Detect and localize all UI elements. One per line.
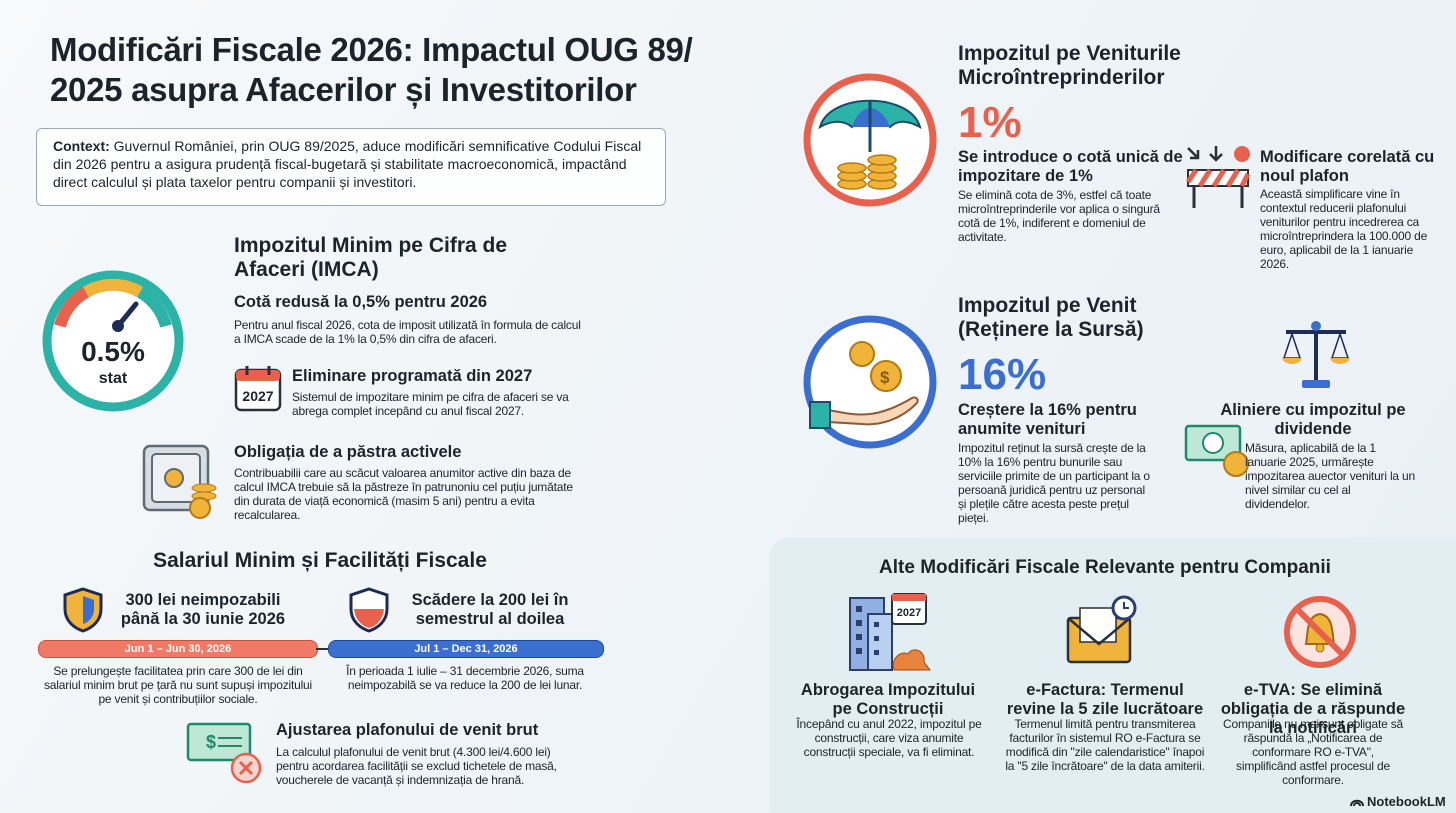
- scale-icon: [1282, 321, 1350, 388]
- section-title: Impozitul Minim pe Cifra de Afaceri (IMC…: [234, 234, 508, 281]
- item-heading: Ajustarea plafonului de venit brut: [276, 721, 539, 739]
- period-heading: Scădere la 200 lei în semestrul al doile…: [411, 591, 569, 628]
- item-heading: e-TVA: Se elimină obligația de a răspund…: [1220, 681, 1406, 737]
- envelope-icon: [1066, 595, 1137, 664]
- rate: 1%: [958, 98, 1022, 147]
- title-line: 2025 asupra Afacerilor și Investitorilor: [50, 71, 637, 108]
- other-panel: [770, 538, 1456, 813]
- context-label: Context:: [53, 138, 110, 154]
- section-title: Salariul Minim și Facilități Fiscale: [153, 549, 487, 572]
- rate: 16%: [958, 350, 1047, 399]
- item-text: Începând cu anul 2022, impozitul pe cons…: [796, 717, 982, 759]
- item-text: Impozitul reținut la sursă crește de la …: [958, 441, 1150, 525]
- item-text: Această simplificare vine în contextul r…: [1260, 187, 1428, 271]
- calendar-year: 2027: [896, 607, 922, 619]
- item-text: Se elimină cota de 3%, estfel că toate m…: [958, 188, 1160, 244]
- shield-icon: [63, 587, 103, 633]
- title-line: Modificări Fiscale 2026: Impactul OUG 89…: [50, 31, 693, 68]
- item-text: Companiile nu mai sunt obligate să răspu…: [1223, 717, 1403, 787]
- item-heading: e-Factura: Termenul revine la 5 zile luc…: [1006, 681, 1204, 718]
- item-heading: Se introduce o cotă unică de impozitare …: [958, 148, 1183, 185]
- item-heading: Eliminare programată din 2027: [292, 367, 533, 385]
- page-title: Modificări Fiscale 2026: Impactul OUG 89…: [50, 30, 693, 110]
- item-heading: Obligația de a păstra activele: [234, 443, 462, 461]
- icon-glyph: $: [880, 368, 890, 387]
- context-box: Context: Guvernul României, prin OUG 89/…: [36, 128, 666, 206]
- hand-coin-icon: $: [803, 315, 937, 449]
- period-heading: 300 lei neimpozabili până la 30 iunie 20…: [120, 591, 286, 628]
- connector: [316, 648, 328, 650]
- item-text: Pentru anul fiscal 2026, cota de imposit…: [234, 318, 581, 346]
- section-title: Impozitul pe Venit (Reținere la Sursă): [958, 294, 1144, 341]
- period-bar: Jun 1 – Jun 30, 2026: [38, 640, 318, 658]
- calendar-icon: [234, 366, 282, 412]
- item-text: Măsura, aplicabilă de la 1 ianuarie 2025…: [1245, 441, 1415, 511]
- brand: NotebookLM: [1367, 794, 1446, 809]
- item-heading: Aliniere cu impozitul pe dividende: [1220, 401, 1406, 438]
- item-heading: Creștere la 16% pentru anumite venituri: [958, 401, 1137, 438]
- safe-icon: [142, 444, 217, 519]
- barrier-icon: [1185, 146, 1251, 208]
- period-text: Se prelungește facilitatea prin care 300…: [44, 664, 312, 706]
- period-bar: Jul 1 – Dec 31, 2026: [328, 640, 604, 658]
- gauge-icon: [42, 270, 184, 412]
- umbrella-icon: [803, 73, 937, 207]
- money-icon: [1184, 424, 1249, 477]
- section-title: Impozitul pe Veniturile Microîntreprinde…: [958, 42, 1181, 89]
- item-text: Contribuabilii care au scăcut valoarea a…: [234, 466, 573, 522]
- item-heading: Cotă redusă la 0,5% pentru 2026: [234, 293, 488, 311]
- calendar-year: 2027: [242, 388, 274, 404]
- money-icon: $: [186, 722, 262, 784]
- item-heading: Abrogarea Impozitului pe Construcții: [800, 681, 976, 718]
- item-text: La calculul plafonului de venit brut (4.…: [276, 745, 557, 787]
- gauge-caption: stat: [98, 370, 128, 387]
- no-bell-icon: [1284, 596, 1356, 668]
- building-icon: [849, 593, 931, 671]
- item-text: Sistemul de impozitare minim pe cifra de…: [292, 390, 569, 418]
- item-heading: Modificare corelată cu noul plafon: [1260, 148, 1435, 185]
- shield-icon: [349, 587, 389, 633]
- gauge-value: 0.5%: [81, 336, 145, 367]
- period-text: În perioada 1 iulie – 31 decembrie 2026,…: [346, 664, 584, 692]
- context-text: Guvernul României, prin OUG 89/2025, adu…: [53, 138, 642, 190]
- icon-glyph: $: [206, 732, 216, 752]
- brand-logo: [1350, 799, 1364, 807]
- item-text: Termenul limită pentru transmiterea fact…: [1005, 717, 1205, 773]
- section-title: Alte Modificări Fiscale Relevante pentru…: [879, 557, 1331, 578]
